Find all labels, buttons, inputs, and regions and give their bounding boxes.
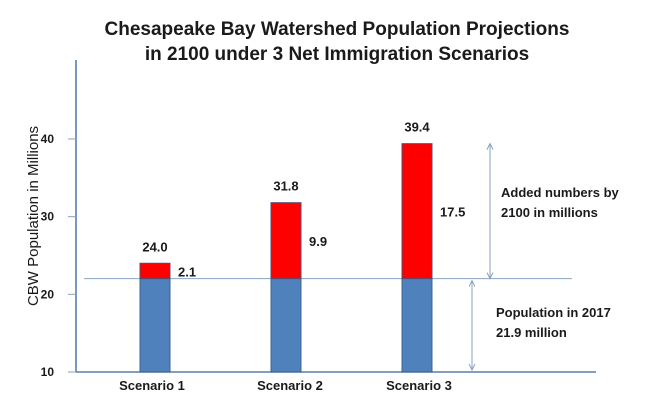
arrow-down-icon xyxy=(468,363,476,372)
annotation-added-line1: Added numbers by xyxy=(501,185,620,200)
bar-added-2100 xyxy=(401,143,433,280)
bars xyxy=(139,143,433,373)
annotation-base-line2: 21.9 million xyxy=(496,325,567,340)
annotation-base-line1: Population in 2017 xyxy=(496,305,611,320)
bar-base-2017 xyxy=(270,278,302,373)
y-tick-label: 10 xyxy=(41,365,55,379)
chart-subtitle: in 2100 under 3 Net Immigration Scenario… xyxy=(145,44,529,65)
category-label: Scenario 3 xyxy=(386,378,452,393)
chart-title: Chesapeake Bay Watershed Population Proj… xyxy=(105,19,570,40)
arrow-down-icon xyxy=(486,272,494,280)
added-label: 9.9 xyxy=(309,234,327,249)
category-label: Scenario 1 xyxy=(119,378,185,393)
category-label: Scenario 2 xyxy=(257,378,323,393)
y-tick-label: 30 xyxy=(41,210,55,224)
y-tick-label: 20 xyxy=(41,287,55,301)
bar-base-2017 xyxy=(139,278,171,373)
y-axis-label: CBW Population in Millions xyxy=(25,126,42,306)
bar-added-2100 xyxy=(139,262,171,280)
data-labels: 24.0 2.1 31.8 9.9 39.4 17.5 xyxy=(142,120,465,280)
y-ticks: 10 20 30 40 xyxy=(41,132,76,379)
added-label: 17.5 xyxy=(440,205,465,220)
arrow-up-icon xyxy=(468,279,476,287)
category-labels: Scenario 1 Scenario 2 Scenario 3 xyxy=(119,378,452,393)
total-label: 31.8 xyxy=(273,179,298,194)
annotations: Added numbers by 2100 in millions Populati… xyxy=(468,142,620,372)
bar-base-2017 xyxy=(401,278,433,373)
total-label: 24.0 xyxy=(142,239,167,254)
added-label: 2.1 xyxy=(178,264,196,279)
total-label: 39.4 xyxy=(404,120,430,135)
annotation-added-line2: 2100 in millions xyxy=(501,205,598,220)
arrow-up-icon xyxy=(486,142,494,150)
bar-added-2100 xyxy=(270,202,302,280)
y-tick-label: 40 xyxy=(41,132,55,146)
